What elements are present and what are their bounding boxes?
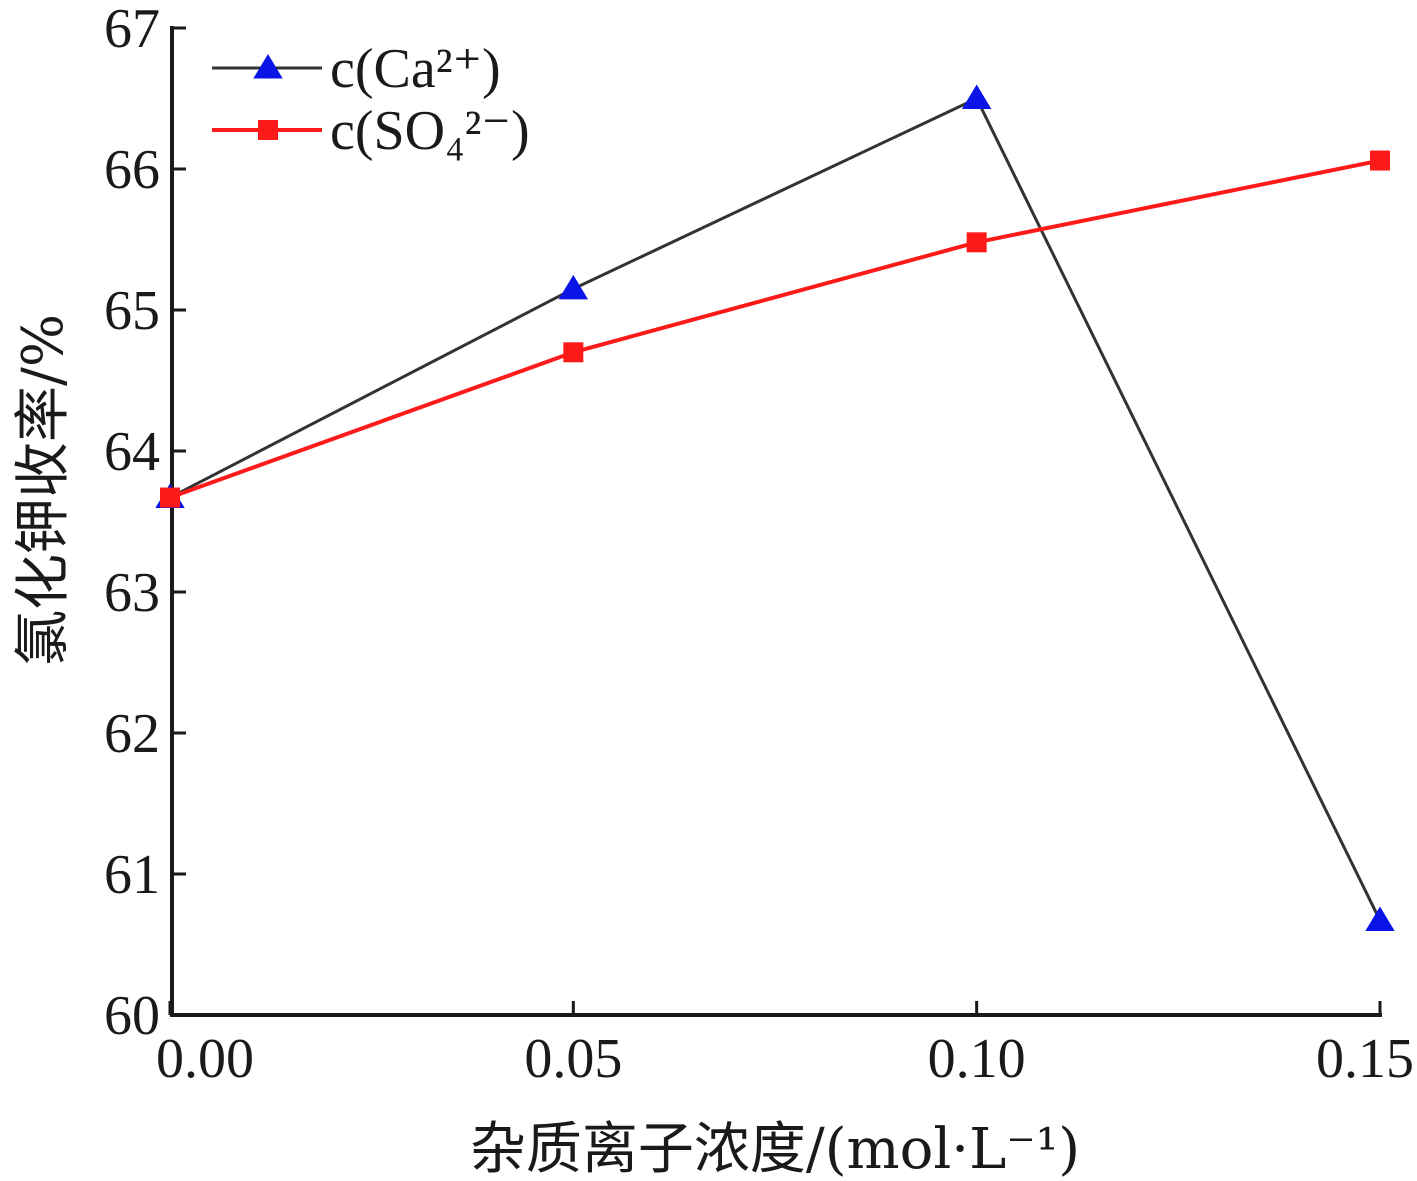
y-tick-label: 62 bbox=[104, 703, 160, 765]
series-line bbox=[169, 158, 1381, 500]
legend-marker bbox=[258, 120, 278, 140]
legend-item: c(Ca²⁺) bbox=[212, 38, 501, 100]
data-point bbox=[961, 84, 992, 109]
x-ticks: 0.00 0.05 0.10 0.15 bbox=[156, 1001, 1414, 1090]
data-point bbox=[966, 232, 987, 253]
y-tick-label: 64 bbox=[104, 421, 160, 483]
y-tick-label: 60 bbox=[104, 985, 160, 1047]
data-point bbox=[1370, 150, 1390, 171]
legend-label: c(Ca²⁺) bbox=[330, 38, 501, 100]
legend-item: c(SO₄²⁻) bbox=[212, 100, 530, 162]
data-point bbox=[563, 342, 584, 363]
legend: c(Ca²⁺)c(SO₄²⁻) bbox=[212, 38, 530, 162]
y-tick-label: 67 bbox=[104, 0, 160, 60]
x-tick-label: 0.00 bbox=[156, 1028, 254, 1090]
series-so4 bbox=[160, 150, 1390, 508]
y-tick-label: 61 bbox=[104, 844, 160, 906]
series-ca bbox=[155, 84, 1395, 932]
y-tick-label: 63 bbox=[104, 562, 160, 624]
y-tick-label: 66 bbox=[104, 139, 160, 201]
y-ticks: 60 61 62 63 64 65 66 67 bbox=[104, 0, 186, 1047]
y-tick-label: 65 bbox=[104, 280, 160, 342]
data-point bbox=[160, 487, 180, 508]
axes bbox=[170, 26, 1382, 1017]
data-point bbox=[558, 274, 589, 300]
legend-marker bbox=[253, 54, 283, 79]
data-point bbox=[1365, 906, 1395, 932]
x-tick-label: 0.15 bbox=[1316, 1028, 1414, 1090]
series-layer bbox=[155, 84, 1395, 932]
series-line bbox=[169, 96, 1382, 922]
x-axis-title: 杂质离子浓度/(mol·L⁻¹) bbox=[470, 1117, 1080, 1181]
x-tick-label: 0.10 bbox=[928, 1028, 1026, 1090]
y-axis-title: 氯化钾收率/% bbox=[11, 314, 76, 666]
legend-label: c(SO₄²⁻) bbox=[330, 100, 530, 162]
x-tick-label: 0.05 bbox=[524, 1028, 622, 1090]
